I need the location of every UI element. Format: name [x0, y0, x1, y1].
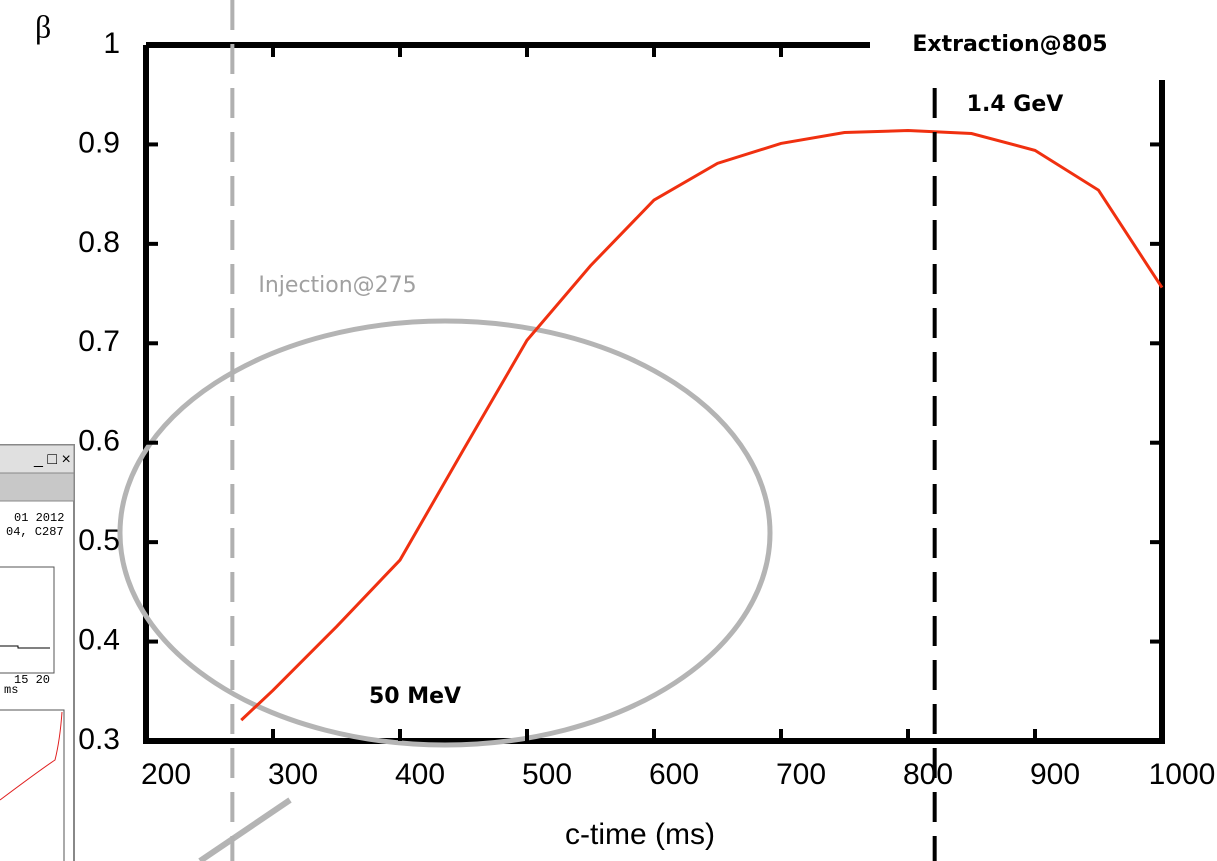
- inset-plot: [0, 709, 65, 861]
- y-tick-label: 0.7: [78, 325, 120, 358]
- y-tick-label: 0.6: [78, 425, 120, 458]
- x-tick-label: 900: [1030, 758, 1080, 791]
- y-tick-label: 0.9: [78, 126, 120, 159]
- y-tick-label: 0.4: [78, 623, 120, 656]
- inset-text: 15 20: [14, 673, 50, 687]
- window-body: [0, 444, 75, 861]
- inset-text: ms: [4, 683, 18, 697]
- y-axis-label: β: [35, 8, 51, 44]
- inset-plot: [0, 566, 55, 674]
- marker-label: Injection@275: [258, 273, 416, 298]
- marker-label: Extraction@805: [912, 32, 1107, 57]
- highlight-ellipse: [117, 318, 773, 748]
- x-tick-label: 700: [776, 758, 826, 791]
- x-tick-label: 200: [141, 758, 191, 791]
- data-line: [240, 129, 1164, 722]
- x-tick-label: 1000: [1149, 758, 1216, 791]
- x-tick-label: 300: [268, 758, 318, 791]
- y-tick-label: 0.5: [78, 524, 120, 557]
- x-axis-label: c-time (ms): [565, 818, 715, 851]
- y-tick-label: 1: [103, 27, 120, 60]
- plot-frame: [143, 42, 1165, 744]
- inset-trace: [0, 645, 50, 649]
- x-tick-label: 600: [649, 758, 699, 791]
- x-tick-label: 500: [522, 758, 572, 791]
- y-tick-label: 0.8: [78, 226, 120, 259]
- menu-bar: [0, 472, 75, 502]
- inset-trace: [0, 711, 63, 801]
- window-buttons: _ □ ×: [33, 451, 71, 468]
- callout-line: [198, 797, 292, 861]
- inset-text: 01 2012: [14, 511, 64, 525]
- annotation: 1.4 GeV: [967, 92, 1064, 117]
- y-tick-label: 0.3: [78, 723, 120, 756]
- inset-text: 04, C287: [6, 525, 64, 539]
- x-tick-label: 400: [395, 758, 445, 791]
- annotation: 50 MeV: [369, 684, 461, 709]
- x-tick-label: 800: [903, 758, 953, 791]
